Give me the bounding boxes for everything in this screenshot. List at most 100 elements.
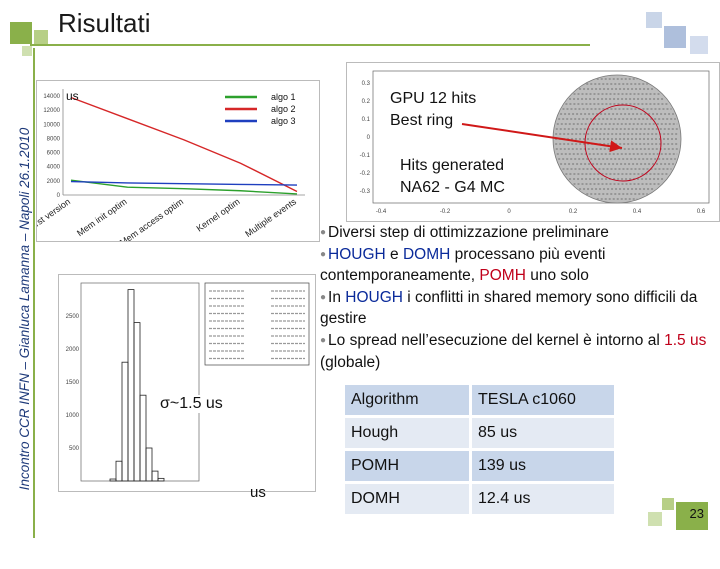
y-tick-label: 4000 [47, 165, 61, 171]
table-cell: 139 us [472, 451, 614, 481]
slide-title: Risultati [58, 8, 151, 38]
table-row: POMH 139 us [345, 451, 614, 481]
bullet-text: processano più eventi contemporaneamente… [320, 245, 606, 285]
histogram-bar [145, 447, 153, 482]
sigma-label: σ~1.5 us [160, 395, 223, 413]
best-ring-label: Best ring [390, 112, 454, 130]
table-header-row: Algorithm TESLA c1060 [345, 385, 614, 415]
decor-square [646, 12, 662, 28]
table-row: DOMH 12.4 us [345, 484, 614, 514]
x-tick-label: 0.6 [697, 209, 706, 215]
y-tick-label: 10000 [43, 122, 60, 128]
decor-square [648, 512, 662, 526]
category-label: Mem init optim [75, 196, 129, 238]
x-tick-label: -0.2 [440, 209, 451, 215]
y-tick-label: -0.2 [360, 171, 371, 177]
y-tick-label: 2000 [66, 347, 80, 353]
callout-arrow [461, 123, 623, 153]
bullet-item: ● HOUGH e DOMH processano più eventi cont… [320, 244, 710, 287]
bullet-text: Diversi step di ottimizzazione prelimina… [328, 224, 609, 241]
header-algorithm: Algorithm [345, 385, 469, 415]
hits-generated-label: Hits generated [400, 157, 505, 175]
bullet-text: HOUGH [328, 245, 386, 263]
histogram-panel: 2500 2000 1500 1000 500 [58, 274, 316, 492]
y-tick-label: 0 [367, 135, 371, 141]
y-tick-label: 0 [57, 193, 61, 199]
results-table: Algorithm TESLA c1060 Hough 85 us POMH 1… [342, 382, 617, 517]
y-tick-label: 0.2 [362, 99, 371, 105]
bullet-item: ● In HOUGH i conflitti in shared memory s… [320, 287, 710, 330]
table-cell: POMH [345, 451, 469, 481]
table-cell: 85 us [472, 418, 614, 448]
bullet-dot-icon: ● [320, 335, 327, 347]
y-tick-label: 14000 [43, 94, 60, 100]
histogram-bar [151, 470, 159, 482]
y-tick-label: 0.3 [362, 81, 371, 87]
series-line-1 [70, 179, 298, 195]
decor-square [662, 498, 674, 510]
y-tick-label: 2500 [66, 314, 80, 320]
bullet-text: DOMH [402, 245, 451, 263]
decor-square [690, 36, 708, 54]
bullet-list: ● Diversi step di ottimizzazione prelimin… [320, 222, 710, 373]
bullet-dot-icon: ● [320, 248, 327, 260]
y-tick-label: 500 [69, 446, 80, 452]
series-line-2 [70, 96, 298, 193]
bullet-text: e [385, 245, 403, 263]
side-rule [33, 48, 35, 538]
x-tick-label: 0.2 [569, 209, 578, 215]
category-label: Multiple events [243, 196, 298, 239]
y-tick-label: 12000 [43, 108, 60, 114]
x-tick-label: 0 [507, 209, 511, 215]
gpu-label: GPU 12 hits [390, 90, 477, 108]
mc-label: NA62 - G4 MC [400, 179, 505, 197]
category-label: First version [37, 196, 72, 232]
bullet-text: (globale) [320, 353, 381, 371]
y-tick-label: 1000 [66, 413, 80, 419]
bullet-item: ● Lo spread nell’esecuzione del kernel è … [320, 330, 710, 373]
bullet-dot-icon: ● [320, 291, 327, 303]
header-tesla: TESLA c1060 [472, 385, 614, 415]
x-tick-label: -0.4 [376, 209, 387, 215]
bullet-item: ● Diversi step di ottimizzazione prelimin… [320, 222, 710, 244]
title-rule [30, 44, 590, 46]
bullet-text: uno solo [525, 267, 589, 285]
category-label: Kernel optim [195, 196, 242, 233]
legend-label: algo 3 [271, 116, 296, 126]
legend-label: algo 1 [271, 92, 296, 102]
decor-square [22, 46, 32, 56]
timing-histogram: 2500 2000 1500 1000 500 [66, 282, 310, 482]
optimization-chart-panel: 14000 12000 10000 8000 6000 4000 2000 0 algo 1 al… [26, 80, 320, 248]
decor-square [34, 30, 48, 44]
table-row: Hough 85 us [345, 418, 614, 448]
table-cell: 12.4 us [472, 484, 614, 514]
histogram-bar [139, 394, 147, 482]
table-cell: Hough [345, 418, 469, 448]
bullet-dot-icon: ● [320, 227, 327, 239]
optimization-chart: 14000 12000 10000 8000 6000 4000 2000 0 algo 1 al… [26, 89, 305, 248]
y-tick-label: -0.1 [360, 153, 371, 159]
chart-unit-label: us [66, 89, 79, 103]
bullet-text: POMH [479, 267, 526, 285]
x-tick-label: 0.4 [633, 209, 642, 215]
y-tick-label: 0.1 [362, 117, 371, 123]
decor-square [10, 22, 32, 44]
bullet-text: HOUGH [345, 288, 403, 306]
table-cell: DOMH [345, 484, 469, 514]
histogram-bar [157, 477, 165, 482]
bullet-text: Lo spread nell’esecuzione del kernel è i… [328, 331, 665, 349]
y-tick-label: 1500 [66, 380, 80, 386]
y-tick-label: 6000 [47, 151, 61, 157]
series-line-3 [70, 180, 298, 186]
stats-box [204, 282, 310, 366]
category-label: Mem access optim [118, 196, 185, 241]
bullet-text: 1.5 us [664, 331, 707, 349]
page-number: 23 [676, 502, 708, 530]
histogram-unit-label: us [250, 484, 266, 501]
bullet-text: i conflitti in shared memory sono diffic… [320, 288, 698, 328]
y-tick-label: -0.3 [360, 189, 371, 195]
side-caption: Incontro CCR INFN – Gianluca Lamanna – N… [17, 127, 32, 491]
decor-square [664, 26, 686, 48]
legend-label: algo 2 [271, 104, 296, 114]
y-tick-label: 8000 [47, 136, 61, 142]
